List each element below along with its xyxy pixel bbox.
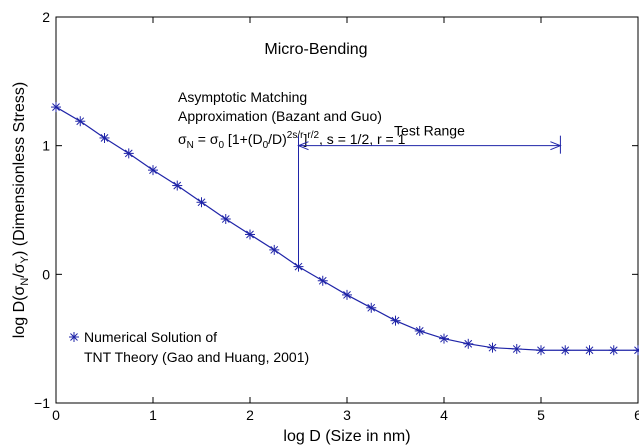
test-range-label: Test Range [394,123,465,139]
y-tick-label: 2 [42,9,50,25]
legend-label-line-2: TNT Theory (Gao and Huang, 2001) [84,349,309,365]
x-tick-label: 4 [440,407,448,423]
y-tick-label: 1 [42,138,50,154]
data-point [608,345,619,356]
x-tick-label: 1 [149,407,157,423]
data-point [487,342,498,353]
test-range-arrowhead-left [297,141,309,151]
y-tick-label: 0 [42,266,50,282]
legend-label-line-1: Numerical Solution of [84,329,217,345]
data-point [172,180,183,191]
data-point [269,244,280,255]
series-layer [51,102,639,356]
data-point [584,345,595,356]
line-annotation-line-1: Asymptotic Matching [178,89,307,105]
y-axis-title: log D(σN/σY) (Dimensionless Stress) [11,82,31,338]
legend-asterisk-marker [69,332,79,342]
data-point [220,214,231,225]
x-tick-label: 0 [52,407,60,423]
line-annotation-line-2: Approximation (Bazant and Guo) [178,108,382,124]
chart-title: Micro-Bending [264,41,367,58]
y-tick-label: −1 [34,395,50,411]
data-point [148,165,158,176]
data-point [536,345,546,356]
data-point [560,345,571,356]
test-range-annotation: Test Range [297,123,562,267]
data-point [75,116,86,127]
x-axis-title: log D (Size in nm) [283,428,410,445]
data-point [123,148,134,159]
data-point [342,289,352,300]
data-point [633,345,639,356]
x-tick-label: 6 [634,407,639,423]
data-point [196,197,207,208]
test-range-arrowhead-right [550,141,562,151]
x-tick-label: 3 [343,407,351,423]
data-point [69,332,79,342]
x-tick-label: 2 [246,407,254,423]
data-point [511,343,522,354]
data-point [99,132,110,143]
data-point [414,325,425,336]
data-point [439,333,449,344]
x-tick-label: 5 [537,407,545,423]
formula-annotation: σN = σ0 [1+(D0/D)2s/r]r/2, s = 1/2, r = … [178,130,406,151]
data-point [51,102,61,113]
data-point [463,338,474,349]
data-point [317,275,328,286]
data-point [366,302,377,313]
legend: Numerical Solution of TNT Theory (Gao an… [69,329,309,365]
plot-frame [55,16,639,404]
data-point [390,315,401,326]
data-point [245,229,255,240]
